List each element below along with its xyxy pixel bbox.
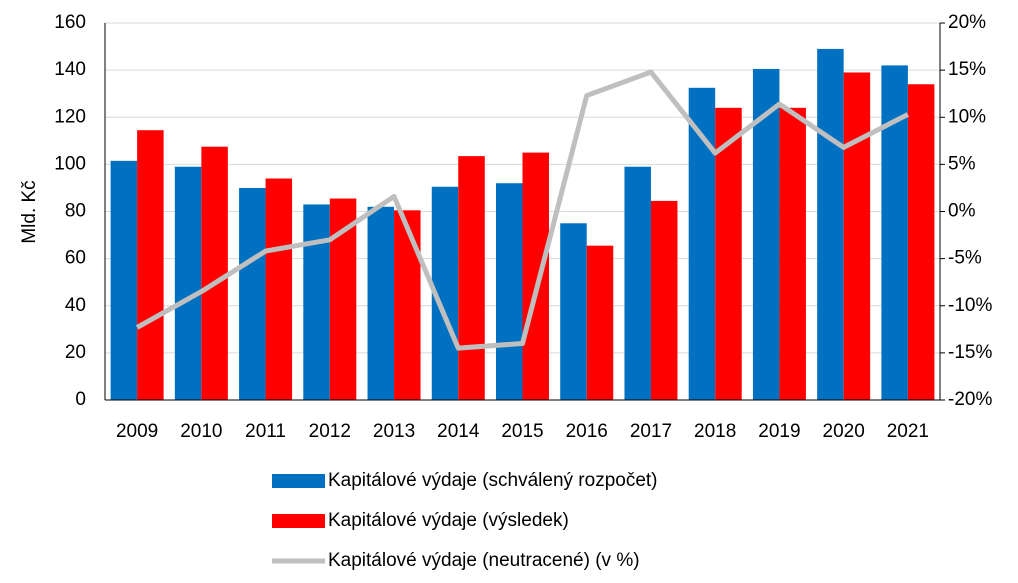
y-axis-label: Mld. Kč — [19, 180, 40, 243]
legend-label: Kapitálové výdaje (neutracené) (v %) — [328, 550, 640, 571]
y-tick-label: 0 — [75, 389, 86, 410]
bar — [239, 187, 266, 400]
bar — [779, 107, 806, 400]
bar — [137, 130, 164, 400]
x-tick-label: 2012 — [309, 421, 351, 442]
bar — [367, 206, 395, 400]
x-tick-label: 2016 — [566, 421, 608, 442]
bar — [715, 107, 742, 400]
y2-tick-label: 15% — [948, 59, 986, 80]
y2-tick-label: 20% — [948, 12, 986, 33]
bar — [522, 152, 549, 400]
y-tick-label: 40 — [65, 295, 86, 316]
x-tick-label: 2019 — [758, 421, 800, 442]
y2-tick-label: -20% — [948, 389, 992, 410]
bar — [394, 210, 421, 400]
y2-tick-label: -15% — [948, 342, 992, 363]
y-tick-label: 60 — [65, 248, 86, 269]
x-tick-label: 2014 — [437, 421, 480, 442]
bar — [110, 160, 138, 400]
legend-swatch — [272, 474, 325, 488]
legend-label: Kapitálové výdaje (schválený rozpočet) — [328, 470, 658, 491]
bar — [907, 84, 935, 400]
y2-tick-label: 10% — [948, 106, 986, 127]
x-tick-label: 2011 — [245, 421, 286, 442]
bar — [817, 48, 844, 400]
y-tick-label: 160 — [54, 12, 86, 33]
bar — [174, 166, 202, 400]
bar — [560, 223, 587, 400]
x-tick-label: 2021 — [887, 421, 929, 442]
y2-tick-label: 5% — [948, 153, 976, 174]
bar — [752, 68, 780, 401]
y2-tick-label: 0% — [948, 201, 976, 222]
x-tick-label: 2018 — [694, 421, 736, 442]
y-tick-label: 140 — [54, 59, 86, 80]
bar — [458, 156, 485, 400]
x-tick-label: 2010 — [180, 421, 222, 442]
y2-tick-label: -5% — [948, 248, 982, 269]
legend-swatch — [272, 514, 325, 528]
y-tick-label: 100 — [54, 153, 86, 174]
legend-label: Kapitálové výdaje (výsledek) — [328, 510, 569, 531]
x-tick-label: 2015 — [501, 421, 543, 442]
y-tick-label: 120 — [54, 106, 86, 127]
x-tick-label: 2013 — [373, 421, 415, 442]
bar — [496, 183, 523, 400]
bar — [201, 146, 228, 400]
bar — [843, 72, 871, 400]
x-tick-label: 2009 — [116, 421, 158, 442]
bar — [650, 200, 678, 400]
y-tick-label: 20 — [65, 342, 86, 363]
bar — [586, 245, 614, 400]
bar — [624, 166, 651, 400]
x-tick-label: 2020 — [823, 421, 865, 442]
bar — [303, 204, 330, 400]
line — [135, 69, 910, 351]
x-tick-label: 2017 — [630, 421, 672, 442]
y2-tick-label: -10% — [948, 295, 992, 316]
y-tick-label: 80 — [65, 201, 86, 222]
bar — [265, 178, 293, 400]
